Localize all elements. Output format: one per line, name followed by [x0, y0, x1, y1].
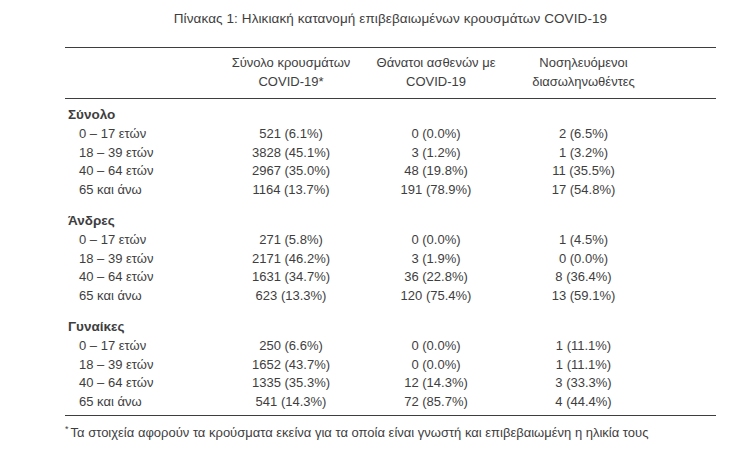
header-intubated-line2: διασωληνωθέντες	[507, 72, 660, 91]
header-empty-cell	[65, 48, 217, 99]
header-cases-line1: Σύνολο κρουσμάτων	[217, 53, 365, 72]
age-label: 18 – 39 ετών	[65, 250, 217, 269]
intubated-cell: 1 (4.5%)	[507, 231, 716, 250]
table-row: 40 – 64 ετών 1335 (35.3%) 12 (14.3%) 3 (…	[65, 374, 716, 393]
deaths-cell: 36 (22.8%)	[365, 268, 507, 287]
age-label: 65 και άνω	[65, 393, 217, 416]
deaths-cell: 0 (0.0%)	[365, 231, 507, 250]
age-label: 18 – 39 ετών	[65, 356, 217, 375]
section-header-total: Σύνολο	[65, 99, 716, 126]
cases-cell: 1335 (35.3%)	[217, 374, 365, 393]
intubated-cell: 1 (11.1%)	[507, 337, 716, 356]
cases-cell: 3828 (45.1%)	[217, 144, 365, 163]
cases-cell: 541 (14.3%)	[217, 393, 365, 416]
age-label: 40 – 64 ετών	[65, 374, 217, 393]
deaths-cell: 3 (1.2%)	[365, 144, 507, 163]
header-deaths-line1: Θάνατοι ασθενών με	[365, 53, 507, 72]
cases-cell: 1652 (43.7%)	[217, 356, 365, 375]
table-row: 40 – 64 ετών 1631 (34.7%) 36 (22.8%) 8 (…	[65, 268, 716, 287]
age-label: 18 – 39 ετών	[65, 144, 217, 163]
cases-cell: 2967 (35.0%)	[217, 162, 365, 181]
intubated-cell: 13 (59.1%)	[507, 287, 716, 306]
age-label: 0 – 17 ετών	[65, 125, 217, 144]
header-deaths: Θάνατοι ασθενών με COVID-19	[365, 48, 507, 99]
header-deaths-line2: COVID-19	[365, 72, 507, 91]
age-label: 0 – 17 ετών	[65, 231, 217, 250]
age-label: 65 και άνω	[65, 287, 217, 306]
section-row-total: Σύνολο	[65, 99, 716, 126]
deaths-cell: 0 (0.0%)	[365, 356, 507, 375]
header-cases-line2: COVID-19*	[217, 72, 365, 91]
header-intubated: Νοσηλευόμενοι διασωληνωθέντες	[507, 48, 716, 99]
deaths-cell: 72 (85.7%)	[365, 393, 507, 416]
deaths-cell: 120 (75.4%)	[365, 287, 507, 306]
table-header-row: Σύνολο κρουσμάτων COVID-19* Θάνατοι ασθε…	[65, 48, 716, 99]
section-row-women: Γυναίκες	[65, 305, 716, 337]
header-intubated-line1: Νοσηλευόμενοι	[507, 53, 660, 72]
deaths-cell: 12 (14.3%)	[365, 374, 507, 393]
deaths-cell: 3 (1.9%)	[365, 250, 507, 269]
table-title: Πίνακας 1: Ηλικιακή κατανομή επιβεβαιωμέ…	[65, 0, 716, 27]
age-label: 40 – 64 ετών	[65, 162, 217, 181]
intubated-cell: 2 (6.5%)	[507, 125, 716, 144]
table-row: 65 και άνω 623 (13.3%) 120 (75.4%) 13 (5…	[65, 287, 716, 306]
intubated-cell: 3 (33.3%)	[507, 374, 716, 393]
cases-cell: 521 (6.1%)	[217, 125, 365, 144]
section-row-men: Άνδρες	[65, 199, 716, 231]
table-row: 0 – 17 ετών 521 (6.1%) 0 (0.0%) 2 (6.5%)	[65, 125, 716, 144]
deaths-cell: 0 (0.0%)	[365, 337, 507, 356]
cases-cell: 623 (13.3%)	[217, 287, 365, 306]
section-header-women: Γυναίκες	[65, 305, 716, 337]
table-row: 0 – 17 ετών 250 (6.6%) 0 (0.0%) 1 (11.1%…	[65, 337, 716, 356]
table-row: 18 – 39 ετών 3828 (45.1%) 3 (1.2%) 1 (3.…	[65, 144, 716, 163]
age-label: 0 – 17 ετών	[65, 337, 217, 356]
intubated-cell: 11 (35.5%)	[507, 162, 716, 181]
footnote-marker: *	[65, 424, 69, 434]
table-row: 18 – 39 ετών 2171 (46.2%) 3 (1.9%) 0 (0.…	[65, 250, 716, 269]
table-row: 18 – 39 ετών 1652 (43.7%) 0 (0.0%) 1 (11…	[65, 356, 716, 375]
intubated-cell: 17 (54.8%)	[507, 181, 716, 200]
cases-cell: 1164 (13.7%)	[217, 181, 365, 200]
intubated-cell: 1 (3.2%)	[507, 144, 716, 163]
table-row: 65 και άνω 1164 (13.7%) 191 (78.9%) 17 (…	[65, 181, 716, 200]
header-cases: Σύνολο κρουσμάτων COVID-19*	[217, 48, 365, 99]
cases-cell: 1631 (34.7%)	[217, 268, 365, 287]
table-row: 40 – 64 ετών 2967 (35.0%) 48 (19.8%) 11 …	[65, 162, 716, 181]
intubated-cell: 8 (36.4%)	[507, 268, 716, 287]
deaths-cell: 191 (78.9%)	[365, 181, 507, 200]
document-page: Πίνακας 1: Ηλικιακή κατανομή επιβεβαιωμέ…	[0, 0, 736, 459]
covid-age-table: Σύνολο κρουσμάτων COVID-19* Θάνατοι ασθε…	[65, 47, 716, 416]
table-row: 65 και άνω 541 (14.3%) 72 (85.7%) 4 (44.…	[65, 393, 716, 416]
age-label: 40 – 64 ετών	[65, 268, 217, 287]
intubated-cell: 4 (44.4%)	[507, 393, 716, 416]
deaths-cell: 0 (0.0%)	[365, 125, 507, 144]
intubated-cell: 0 (0.0%)	[507, 250, 716, 269]
age-label: 65 και άνω	[65, 181, 217, 200]
cases-cell: 2171 (46.2%)	[217, 250, 365, 269]
cases-cell: 271 (5.8%)	[217, 231, 365, 250]
section-header-men: Άνδρες	[65, 199, 716, 231]
deaths-cell: 48 (19.8%)	[365, 162, 507, 181]
footnote: *Τα στοιχεία αφορούν τα κρούσματα εκείνα…	[65, 421, 736, 441]
footnote-text: Τα στοιχεία αφορούν τα κρούσματα εκείνα …	[71, 425, 649, 440]
cases-cell: 250 (6.6%)	[217, 337, 365, 356]
intubated-cell: 1 (11.1%)	[507, 356, 716, 375]
table-row: 0 – 17 ετών 271 (5.8%) 0 (0.0%) 1 (4.5%)	[65, 231, 716, 250]
